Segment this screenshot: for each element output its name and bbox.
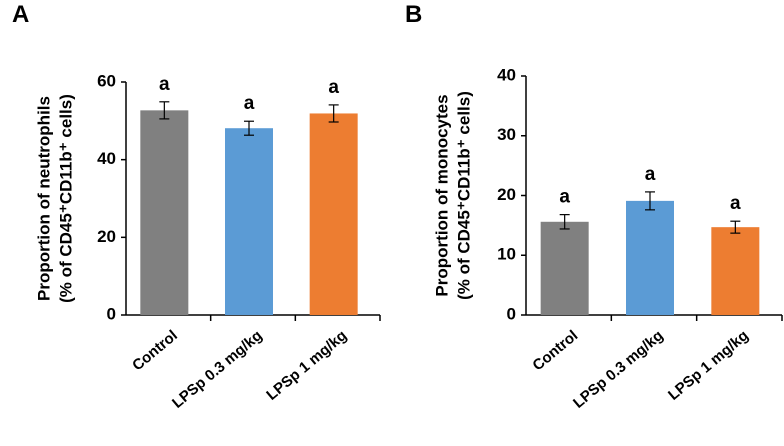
x-tick-label: Control [129,327,181,374]
y-tick-label: 0 [107,304,116,323]
annotation: a [328,77,339,98]
error-bar [244,120,254,136]
error-bar [159,101,170,120]
error-bar [559,214,570,230]
x-tick-label: LPSp 0.3 mg/kg [169,327,265,412]
y-axis-label: Proportion of monocytes [432,94,451,296]
annotation: a [159,74,170,95]
y-tick-label: 40 [497,65,516,84]
y-tick-label: 60 [97,71,116,90]
x-tick-label: LPSp 0.3 mg/kg [570,327,666,412]
bar [140,110,189,316]
x-tick-label: LPSp 1 mg/kg [263,327,350,404]
bar [309,113,358,315]
annotation: a [559,187,570,208]
bar [225,128,273,315]
y-tick-label: 20 [497,185,516,204]
x-tick-label: Control [529,327,581,374]
y-tick-label: 0 [507,304,516,323]
y-axis-label: (% of CD45⁺CD11b⁺ cells) [56,94,75,303]
error-bar [730,220,741,234]
y-tick-label: 10 [497,245,516,264]
bar [540,221,589,315]
y-axis-label: (% of CD45⁺CD11b⁺ cells) [454,91,473,300]
panel-label: A [12,1,29,28]
y-axis-label: Proportion of neutrophils [34,96,53,301]
bar [626,200,674,315]
y-tick-label: 30 [497,125,516,144]
error-bar [645,191,655,211]
y-tick-label: 40 [97,149,116,168]
annotation: a [244,93,255,114]
bar [711,227,760,315]
x-tick-label: LPSp 1 mg/kg [665,327,752,404]
error-bar [328,104,339,123]
y-tick-label: 20 [97,227,116,246]
annotation: a [645,164,656,185]
panel-label: B [405,1,422,28]
annotation: a [730,193,741,214]
